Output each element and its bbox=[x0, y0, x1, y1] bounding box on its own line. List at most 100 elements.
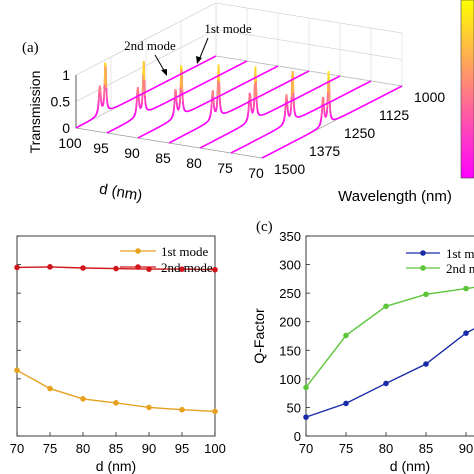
panel-c-frame bbox=[305, 235, 474, 437]
panel-c-x-axis-label: d (nm) bbox=[390, 458, 430, 474]
panel-a-peak-segment bbox=[252, 108, 255, 112]
panel-a-peak-segment bbox=[246, 115, 249, 119]
panel-a-y-tick: 1000 bbox=[414, 89, 445, 105]
data-point bbox=[383, 380, 389, 387]
panel-a-peak-segment bbox=[256, 111, 260, 114]
panel-a-peak-segment bbox=[182, 106, 185, 110]
panel-a-peak-segment bbox=[329, 114, 333, 118]
panel-a-peak-segment bbox=[134, 107, 138, 112]
panel-a-y-axis-label: Wavelength (nm) bbox=[338, 188, 452, 205]
panel-a-peak-segment bbox=[219, 106, 222, 110]
panel-a-peak-segment bbox=[103, 84, 106, 98]
x-tick-label: 95 bbox=[175, 441, 189, 456]
panel-a-peak-segment bbox=[252, 100, 256, 109]
panel-a-peak-segment bbox=[177, 106, 181, 110]
panel-a-x-tick: 100 bbox=[58, 135, 82, 151]
legend-label-1st-mode: 1st mode bbox=[161, 244, 209, 259]
panel-a-peak-segment bbox=[326, 92, 329, 108]
y-tick-label: 0 bbox=[294, 429, 301, 444]
panel-a-peak-segment bbox=[145, 107, 148, 110]
panel-a-peak-segment bbox=[288, 114, 291, 117]
panel-a-peak-segment bbox=[330, 116, 333, 119]
y-tick-label: 300 bbox=[279, 258, 301, 273]
panel-a-y-tick: 1375 bbox=[309, 143, 340, 159]
legend-label-c-2nd-mode: 2nd mode bbox=[446, 261, 474, 276]
panel-a-peak-segment bbox=[214, 109, 218, 112]
panel-a-peak-segment bbox=[282, 119, 285, 123]
panel-a-peak-segment bbox=[328, 81, 331, 102]
panel-a-peak-segment bbox=[97, 90, 101, 101]
panel-c-label: (c) bbox=[256, 219, 273, 235]
panel-a-peak-segment bbox=[251, 111, 254, 114]
panel-a-peak-segment bbox=[176, 105, 179, 109]
y-tick-label: 50 bbox=[287, 400, 301, 415]
panel-c-line-chart: (c) 707580859095050100150200250300350 1s… bbox=[251, 219, 474, 474]
panel-a-curve-d-85 bbox=[168, 64, 310, 144]
data-point bbox=[14, 264, 20, 271]
data-point bbox=[212, 266, 218, 273]
panel-a-peak-segment bbox=[290, 96, 293, 109]
panel-a-peak-segment bbox=[246, 111, 250, 116]
panel-a-peak-segment bbox=[249, 102, 253, 110]
y-tick-label: 250 bbox=[279, 286, 301, 301]
panel-a-peak-segment bbox=[173, 98, 176, 107]
annotation-1st-mode: 1st mode bbox=[204, 21, 252, 36]
panel-b-series bbox=[14, 264, 218, 415]
annotation-2nd-mode: 2nd mode bbox=[124, 38, 176, 53]
panel-a-peak-segment bbox=[95, 113, 98, 116]
panel-a-peak-segment bbox=[171, 116, 174, 119]
x-tick-label: 85 bbox=[109, 441, 123, 456]
panel-a-curves bbox=[75, 55, 403, 159]
panel-a-peak-segment bbox=[293, 111, 297, 115]
panel-a-peak-segment bbox=[220, 111, 223, 113]
panel-a-peak-segment bbox=[319, 120, 322, 124]
panel-a-peak-segment bbox=[293, 105, 296, 112]
x-tick-label: 80 bbox=[379, 441, 393, 456]
panel-a-peak-segment bbox=[209, 111, 212, 116]
panel-a-peak-segment bbox=[291, 71, 295, 93]
panel-a-z-axis-label: Transmission bbox=[27, 71, 43, 154]
legend-marker-1st-mode bbox=[135, 248, 141, 254]
data-point bbox=[343, 400, 349, 407]
panel-a-peak-segment bbox=[101, 103, 105, 106]
data-point bbox=[14, 367, 20, 374]
panel-a-peak-segment bbox=[106, 98, 109, 104]
panel-a-peak-segment bbox=[255, 81, 258, 100]
panel-a-peak-segment bbox=[208, 115, 212, 118]
panel-a-x-tick: 85 bbox=[155, 150, 171, 166]
panel-a-peak-segment bbox=[207, 118, 211, 121]
panel-a-peak-segment bbox=[104, 62, 107, 67]
panel-a-peak-segment bbox=[215, 97, 219, 107]
x-tick-label: 85 bbox=[419, 441, 433, 456]
panel-a-peak-segment bbox=[295, 115, 298, 118]
panel-a-x-tick: 80 bbox=[186, 155, 202, 171]
panel-a-peak-segment bbox=[325, 113, 328, 117]
panel-a-curve-d-90 bbox=[137, 65, 279, 139]
panel-a-peak-segment bbox=[218, 98, 222, 107]
panel-a-peak-segment bbox=[289, 112, 292, 116]
panel-a-peak-segment bbox=[135, 101, 138, 109]
panel-a-peak-segment bbox=[250, 108, 253, 113]
panel-b-ticks: 70 75 80 85 90 95 100 bbox=[10, 235, 226, 456]
panel-a-peak-segment bbox=[247, 103, 250, 112]
data-point bbox=[303, 414, 309, 420]
panel-c-y-axis-label: Q-Factor bbox=[251, 308, 267, 364]
panel-a-peak-segment bbox=[133, 113, 136, 116]
legend-label-c-1st-mode: 1st mode bbox=[446, 246, 474, 261]
panel-a-peak-segment bbox=[97, 99, 100, 107]
panel-a-peak-segment bbox=[181, 90, 184, 102]
data-point bbox=[80, 265, 86, 271]
panel-a-x-tick: 95 bbox=[93, 140, 109, 156]
data-point bbox=[212, 408, 218, 415]
panel-a-peak-segment bbox=[284, 101, 287, 111]
data-point bbox=[463, 285, 469, 292]
y-tick-label: 200 bbox=[279, 315, 301, 330]
panel-a-peak-segment bbox=[208, 117, 211, 120]
panel-a-peak-segment bbox=[172, 111, 175, 115]
panel-a-peak-segment bbox=[175, 91, 178, 101]
panel-a-z-tick: 1 bbox=[62, 67, 70, 83]
panel-a-peak-segment bbox=[144, 103, 147, 107]
panel-a-z-tick: 0.5 bbox=[51, 94, 71, 110]
legend-marker-c-2nd-mode bbox=[420, 265, 426, 271]
legend-marker-2nd-mode bbox=[135, 264, 141, 270]
